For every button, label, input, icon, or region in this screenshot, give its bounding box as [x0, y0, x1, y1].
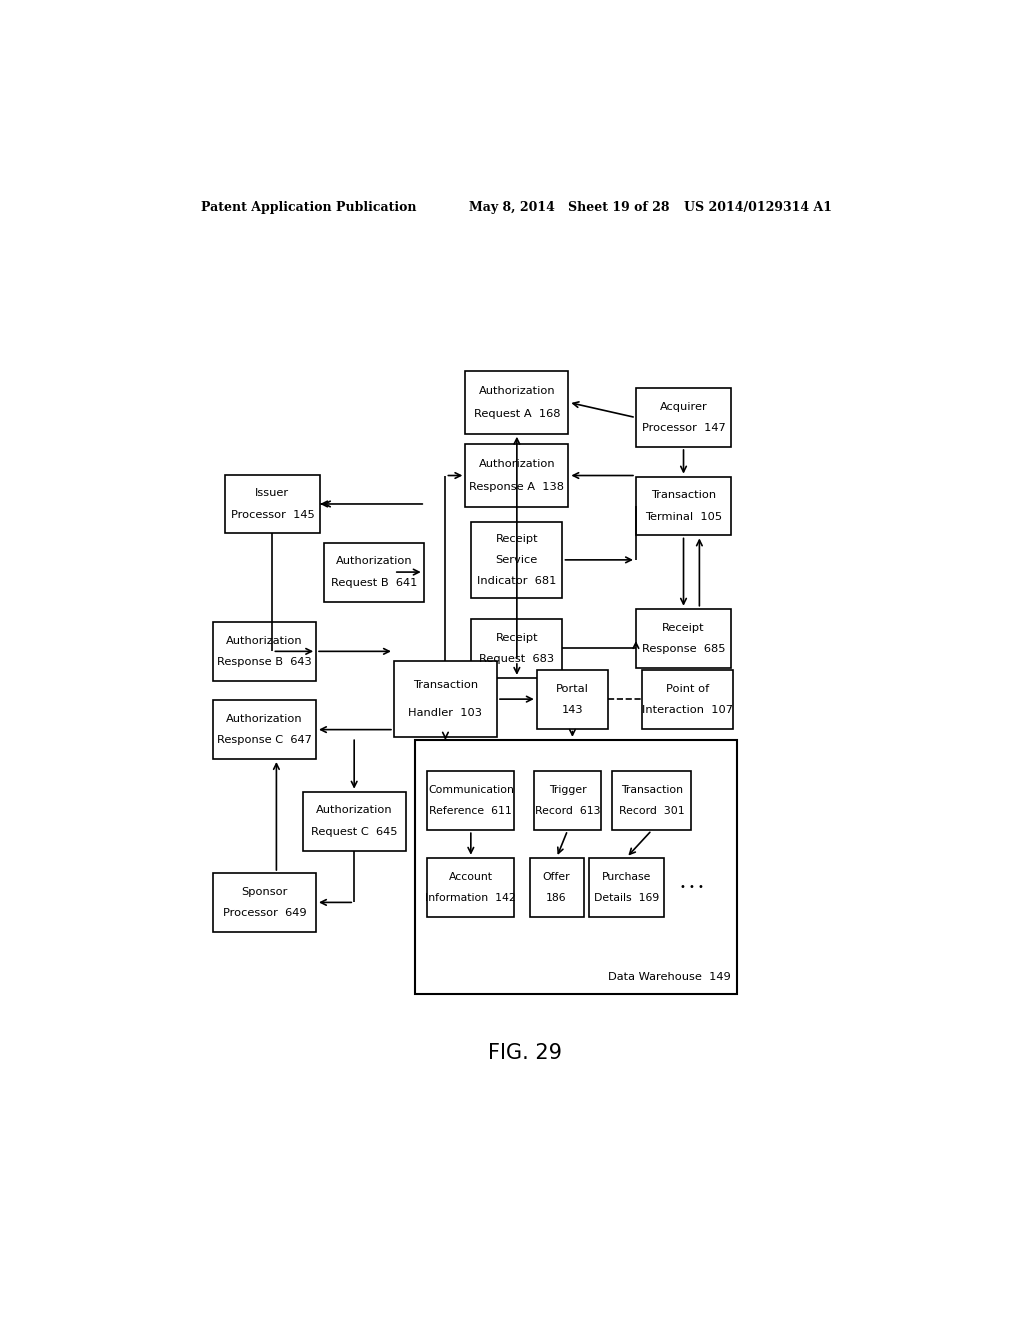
Bar: [537, 669, 608, 729]
Text: Interaction  107: Interaction 107: [642, 705, 733, 714]
Text: Information  142: Information 142: [425, 892, 516, 903]
Text: Receipt: Receipt: [663, 623, 705, 632]
Bar: [303, 792, 406, 850]
Text: Receipt: Receipt: [496, 632, 539, 643]
Text: Record  613: Record 613: [535, 807, 600, 816]
Bar: [213, 622, 316, 681]
Text: Receipt: Receipt: [496, 533, 539, 544]
Text: Request C  645: Request C 645: [311, 826, 397, 837]
Text: Response A  138: Response A 138: [469, 482, 564, 492]
Text: Record  301: Record 301: [618, 807, 685, 816]
Text: Authorization: Authorization: [226, 714, 303, 723]
Text: Offer: Offer: [543, 871, 570, 882]
Text: Sponsor: Sponsor: [242, 887, 288, 896]
Bar: [636, 477, 731, 536]
Text: Authorization: Authorization: [478, 385, 555, 396]
Text: Handler  103: Handler 103: [409, 708, 482, 718]
Text: Acquirer: Acquirer: [659, 403, 708, 412]
Text: Response B  643: Response B 643: [217, 657, 312, 667]
Text: Transaction: Transaction: [621, 785, 683, 795]
Text: Request  683: Request 683: [479, 653, 554, 664]
Text: 143: 143: [561, 705, 584, 714]
Bar: [589, 858, 665, 916]
Text: • • •: • • •: [680, 882, 703, 892]
Bar: [213, 700, 316, 759]
Text: Processor  147: Processor 147: [642, 424, 725, 433]
Text: Response  685: Response 685: [642, 644, 725, 653]
Text: Details  169: Details 169: [594, 892, 659, 903]
Bar: [529, 858, 584, 916]
Text: Authorization: Authorization: [315, 805, 392, 816]
Text: Portal: Portal: [556, 684, 589, 693]
Text: Trigger: Trigger: [549, 785, 587, 795]
Text: May 8, 2014   Sheet 19 of 28: May 8, 2014 Sheet 19 of 28: [469, 201, 670, 214]
Text: Authorization: Authorization: [226, 636, 303, 645]
Text: Transaction: Transaction: [651, 491, 716, 500]
Text: Account: Account: [449, 871, 493, 882]
Bar: [427, 771, 514, 830]
Bar: [471, 619, 562, 677]
Text: Communication: Communication: [428, 785, 514, 795]
Bar: [213, 873, 316, 932]
Text: Indicator  681: Indicator 681: [477, 577, 557, 586]
Text: Request A  168: Request A 168: [474, 409, 560, 418]
Text: US 2014/0129314 A1: US 2014/0129314 A1: [684, 201, 831, 214]
Text: Service: Service: [496, 554, 538, 565]
Bar: [394, 661, 497, 738]
Bar: [636, 609, 731, 668]
Bar: [465, 371, 568, 434]
Text: FIG. 29: FIG. 29: [487, 1043, 562, 1063]
Bar: [534, 771, 601, 830]
Bar: [612, 771, 691, 830]
Bar: [471, 521, 562, 598]
Text: Processor  145: Processor 145: [230, 510, 314, 520]
Bar: [325, 543, 424, 602]
Text: Processor  649: Processor 649: [222, 908, 306, 917]
Bar: [427, 858, 514, 916]
Text: Authorization: Authorization: [336, 557, 413, 566]
Text: Reference  611: Reference 611: [429, 807, 512, 816]
Text: Transaction: Transaction: [413, 680, 478, 690]
Bar: [642, 669, 733, 729]
Bar: [636, 388, 731, 447]
Text: Terminal  105: Terminal 105: [645, 512, 722, 521]
Text: Issuer: Issuer: [255, 488, 290, 499]
Text: Authorization: Authorization: [478, 459, 555, 469]
Text: Point of: Point of: [666, 684, 709, 693]
Text: Data Warehouse  149: Data Warehouse 149: [607, 972, 730, 982]
Text: Patent Application Publication: Patent Application Publication: [201, 201, 417, 214]
Bar: [465, 444, 568, 507]
Text: Request B  641: Request B 641: [331, 578, 417, 587]
Text: Response C  647: Response C 647: [217, 735, 312, 746]
Text: 186: 186: [546, 892, 567, 903]
Bar: [416, 739, 736, 994]
Text: Purchase: Purchase: [602, 871, 651, 882]
Bar: [225, 474, 321, 533]
